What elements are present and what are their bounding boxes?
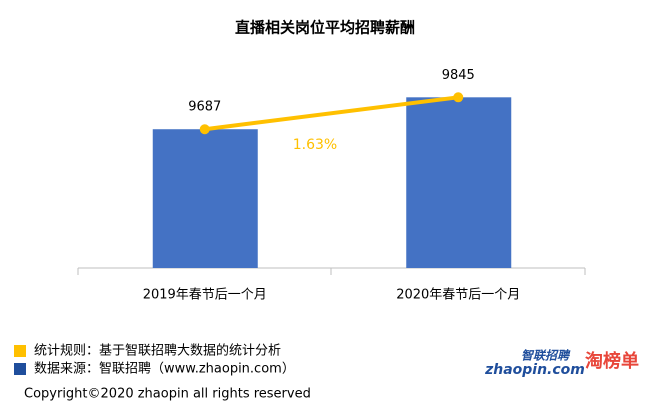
note-text: 统计规则：基于智联招聘大数据的统计分析 [34,343,281,359]
point [453,92,464,103]
note-swatch [14,363,26,375]
value-label: 9845 [442,68,475,83]
logo-text: zhaopin.com [484,362,585,378]
note-swatch [14,345,26,357]
x-tick-label: 2020年春节后一个月 [396,288,520,303]
x-tick-label: 2019年春节后一个月 [143,288,267,303]
logo-text: 智联招聘 [521,349,571,363]
bar [406,97,512,268]
value-label: 9687 [188,100,221,115]
chart-title: 直播相关岗位平均招聘薪酬 [235,19,415,37]
logo-text: 淘榜单 [585,350,639,372]
line [204,95,459,132]
annotation: 1.63% [293,137,337,153]
note-text: 数据来源：智联招聘（www.zhaopin.com） [34,362,295,377]
bar [152,129,258,268]
copyright: Copyright©2020 zhaopin all rights reserv… [24,387,311,402]
point [199,124,210,135]
